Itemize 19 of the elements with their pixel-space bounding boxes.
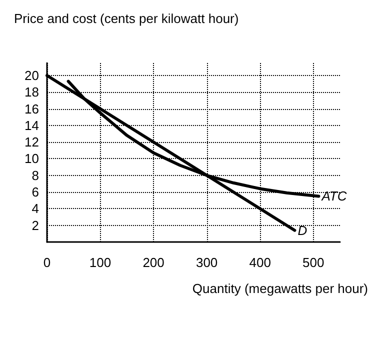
y-tick-label: 8 <box>32 168 39 183</box>
x-tick-label: 200 <box>142 255 164 270</box>
y-tick-label: 12 <box>24 134 39 150</box>
y-tick-label: 10 <box>24 151 39 166</box>
x-tick-label: 400 <box>249 255 271 270</box>
x-axis-title: Quantity (megawatts per hour) <box>192 281 368 296</box>
series-label: D <box>298 222 308 238</box>
x-tick-label: 500 <box>302 255 324 270</box>
y-tick-label: 6 <box>32 184 39 200</box>
y-tick-label: 4 <box>32 201 39 216</box>
y-axis-title: Price and cost (cents per kilowatt hour) <box>14 11 239 26</box>
x-tick-label: 100 <box>89 255 112 270</box>
y-tick-label: 20 <box>24 68 39 83</box>
y-tick-label: 2 <box>32 218 39 233</box>
x-tick-label: 0 <box>43 255 51 270</box>
y-tick-label: 16 <box>24 101 39 116</box>
x-tick-label: 300 <box>196 255 218 270</box>
y-tick-label: 18 <box>24 84 39 100</box>
y-tick-label: 14 <box>24 118 39 133</box>
